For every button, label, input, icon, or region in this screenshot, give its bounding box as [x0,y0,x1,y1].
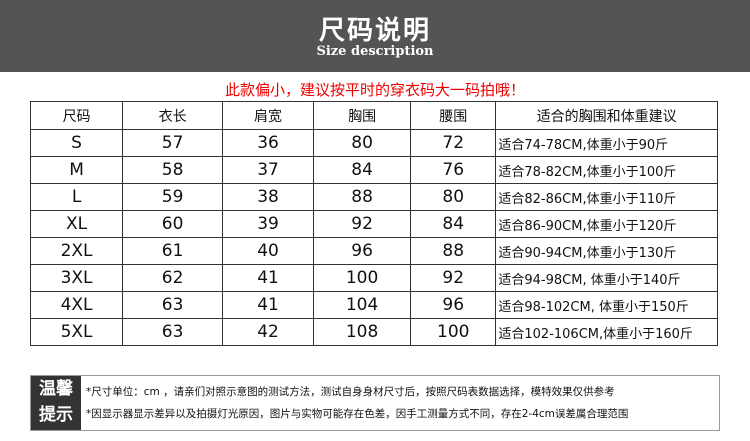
cell: 60 [122,210,224,238]
cell: 57 [122,129,224,157]
cell: 42 [222,318,315,346]
cell: 84 [410,210,497,238]
tips-box: 温馨提示 *尺寸单位：cm ，请亲们对照示意图的测试方法，测试自身身材尺寸后，按… [30,375,720,431]
cell: 适合102-106CM,体重小于160斤 [495,318,718,346]
cell: 92 [410,264,497,292]
cell: 37 [222,156,315,184]
cell: 58 [122,156,224,184]
cell: 80 [410,183,497,211]
row: 3XL 62 41 100 92 适合94-98CM, 体重小于140斤 [29,264,718,292]
cell: 4XL [29,291,124,319]
banner: 尺码说明 Size description [0,0,750,72]
column-header: 衣长 [122,101,224,130]
cell: 100 [313,264,412,292]
row: 5XL 63 42 108 100 适合102-106CM,体重小于160斤 [29,318,718,346]
row: S 57 36 80 72 适合74-78CM,体重小于90斤 [29,129,718,157]
note: *因显示器显示差异以及拍摄灯光原因，图片与实物可能存在色差，因手工测量方式不同，… [86,408,629,420]
cell: 84 [313,156,412,184]
cell: 适合86-90CM,体重小于120斤 [495,210,718,238]
cell: 63 [122,318,224,346]
cell: 104 [313,291,412,319]
cell: 2XL [29,237,124,265]
row: L 59 38 88 80 适合82-86CM,体重小于110斤 [29,183,718,211]
cell: 62 [122,264,224,292]
row: XL 60 39 92 84 适合86-90CM,体重小于120斤 [29,210,718,238]
cell: 72 [410,129,497,157]
cell: 63 [122,291,224,319]
cell: 5XL [29,318,124,346]
cell: 76 [410,156,497,184]
subtitle: Size description [316,44,434,59]
cell: 88 [313,183,412,211]
cell: 适合74-78CM,体重小于90斤 [495,129,718,157]
column-header: 尺码 [29,101,124,130]
cell: 41 [222,291,315,319]
cell: 适合94-98CM, 体重小于140斤 [495,264,718,292]
cell: 96 [313,237,412,265]
cell: 92 [313,210,412,238]
column-header: 适合的胸围和体重建议 [495,101,718,130]
cell: 36 [222,129,315,157]
cell: 39 [222,210,315,238]
cell: 100 [410,318,497,346]
row: M 58 37 84 76 适合78-82CM,体重小于100斤 [29,156,718,184]
size-table: 尺码 衣长 肩宽 胸围 腰围 适合的胸围和体重建议 S 57 36 80 72 适合74-78CM,体… [29,101,718,346]
cell: 59 [122,183,224,211]
cell: 108 [313,318,412,346]
row: 2XL 61 40 96 88 适合90-94CM,体重小于130斤 [29,237,718,265]
cell: 适合82-86CM,体重小于110斤 [495,183,718,211]
column-header: 肩宽 [222,101,315,130]
cell: 88 [410,237,497,265]
note: *尺寸单位：cm ，请亲们对照示意图的测试方法，测试自身身材尺寸后，按照尺码表数… [86,386,615,398]
cell: S [29,129,124,157]
cell: 41 [222,264,315,292]
tips-label-line: 温馨 [39,379,73,399]
cell: 适合98-102CM, 体重小于150斤 [495,291,718,319]
tips-label: 温馨 提示 [31,376,81,430]
cell: 80 [313,129,412,157]
column-header: 腰围 [410,101,497,130]
cell: L [29,183,124,211]
title: 尺码说明 [318,16,431,46]
row: 4XL 63 41 104 96 适合98-102CM, 体重小于150斤 [29,291,718,319]
cell: 适合90-94CM,体重小于130斤 [495,237,718,265]
cell: 3XL [29,264,124,292]
cell: 38 [222,183,315,211]
cell: M [29,156,124,184]
cell: 96 [410,291,497,319]
tips-label-line: 提示 [39,405,73,425]
cell: XL [29,210,124,238]
column-header: 胸围 [313,101,412,130]
cell: 40 [222,237,315,265]
cell: 61 [122,237,224,265]
header-row: 尺码 衣长 肩宽 胸围 腰围 适合的胸围和体重建议 [29,101,718,130]
notice: 此款偏小，建议按平时的穿衣码大一码拍哦！ [224,81,525,99]
cell: 适合78-82CM,体重小于100斤 [495,156,718,184]
